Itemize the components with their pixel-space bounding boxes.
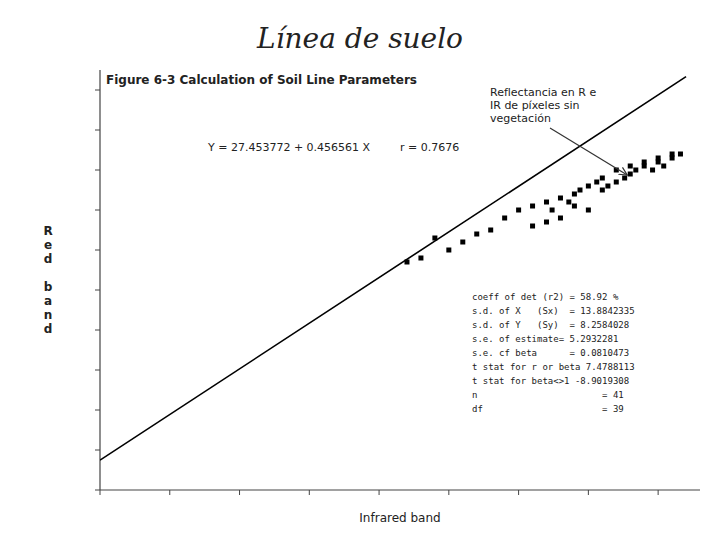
x-tick — [518, 490, 519, 495]
x-tick — [658, 490, 659, 495]
stats-text-line: s.e. cf beta = 0.0810473 — [472, 348, 629, 358]
annotation-text-line: IR de píxeles sin — [490, 99, 579, 112]
scatter-point — [661, 164, 666, 169]
scatter-point — [572, 204, 577, 209]
stats-text-line: coeff of det (r2) = 58.92 % — [472, 292, 619, 302]
x-tick — [309, 490, 310, 495]
y-axis-line — [99, 70, 100, 490]
scatter-point — [566, 200, 571, 205]
scatter-point — [605, 184, 610, 189]
scatter-point — [572, 192, 577, 197]
scatter-point — [502, 216, 507, 221]
scatter-point — [633, 168, 638, 173]
y-axis-label-line: b — [44, 280, 53, 294]
scatter-point — [578, 188, 583, 193]
scatter-point — [544, 200, 549, 205]
x-axis-label: Infrared band — [359, 511, 440, 525]
annotation-arrow — [550, 128, 627, 175]
y-tick — [95, 290, 100, 291]
scatter-point — [530, 204, 535, 209]
equation-text: Y = 27.453772 + 0.456561 X — [207, 141, 371, 154]
y-tick — [95, 210, 100, 211]
axes — [95, 70, 700, 495]
y-axis-label-line: d — [44, 252, 53, 266]
chart: Línea de sueloInfrared bandRedbandFigure… — [0, 0, 720, 540]
scatter-point — [550, 208, 555, 213]
scatter-point — [594, 180, 599, 185]
scatter-point — [446, 248, 451, 253]
scatter-point — [586, 208, 591, 213]
x-tick — [169, 490, 170, 495]
scatter-point — [600, 188, 605, 193]
y-axis-label-line: e — [44, 238, 52, 252]
y-axis-label-line: R — [43, 224, 52, 238]
scatter-point — [650, 168, 655, 173]
stats-text-line: n = 41 — [472, 390, 624, 400]
stats-text-line: s.d. of X (Sx) = 13.8842335 — [472, 306, 635, 316]
annotation-text-line: Reflectancia en R e — [490, 86, 596, 99]
scatter-point — [474, 232, 479, 237]
r-text: r = 0.7676 — [400, 141, 459, 154]
y-tick — [95, 170, 100, 171]
x-tick — [379, 490, 380, 495]
y-tick — [95, 450, 100, 451]
annotation-text-line: vegetación — [490, 112, 551, 125]
scatter-point — [544, 220, 549, 225]
scatter-point — [488, 228, 493, 233]
y-axis-label-line: a — [44, 294, 52, 308]
x-tick — [448, 490, 449, 495]
stats-text-line: s.e. of estimate= 5.2932281 — [472, 334, 618, 344]
scatter-point — [516, 208, 521, 213]
scatter-point — [622, 176, 627, 181]
y-tick — [95, 130, 100, 131]
scatter-point — [558, 216, 563, 221]
subtitle: Figure 6-3 Calculation of Soil Line Para… — [106, 73, 417, 87]
scatter-point — [642, 160, 647, 165]
title: Línea de suelo — [256, 22, 463, 55]
y-tick — [95, 90, 100, 91]
scatter-point — [530, 224, 535, 229]
y-axis-label-line: d — [44, 322, 53, 336]
y-tick — [95, 370, 100, 371]
x-tick — [239, 490, 240, 495]
annotation-text: Reflectancia en R eIR de píxeles sinvege… — [490, 86, 596, 125]
scatter-point — [558, 196, 563, 201]
data-area — [100, 77, 686, 461]
scatter-point — [656, 156, 661, 161]
scatter-point — [628, 164, 633, 169]
y-tick — [95, 490, 100, 491]
y-tick — [95, 410, 100, 411]
stats-text-line: t stat for r or beta 7.4788113 — [472, 362, 635, 372]
stats-text-line: s.d. of Y (Sy) = 8.2584028 — [472, 320, 629, 330]
scatter-point — [418, 256, 423, 261]
regression-line — [100, 77, 686, 461]
x-axis-line — [100, 489, 700, 490]
y-tick — [95, 330, 100, 331]
scatter-point — [586, 184, 591, 189]
x-tick — [100, 490, 101, 495]
scatter-point — [670, 152, 675, 157]
scatter-point — [600, 176, 605, 181]
stats-text-line: df = 39 — [472, 404, 624, 414]
y-axis-label-line: n — [44, 308, 53, 322]
scatter-point — [678, 152, 683, 157]
x-tick — [588, 490, 589, 495]
y-tick — [95, 250, 100, 251]
scatter-point — [460, 240, 465, 245]
scatter-point — [614, 180, 619, 185]
scatter-point — [628, 172, 633, 177]
stats-text-line: t stat for beta<>1 -8.9019308 — [472, 376, 629, 386]
y-axis-label: Redband — [43, 224, 52, 336]
stats-text: coeff of det (r2) = 58.92 % s.d. of X (Sx… — [472, 292, 635, 414]
